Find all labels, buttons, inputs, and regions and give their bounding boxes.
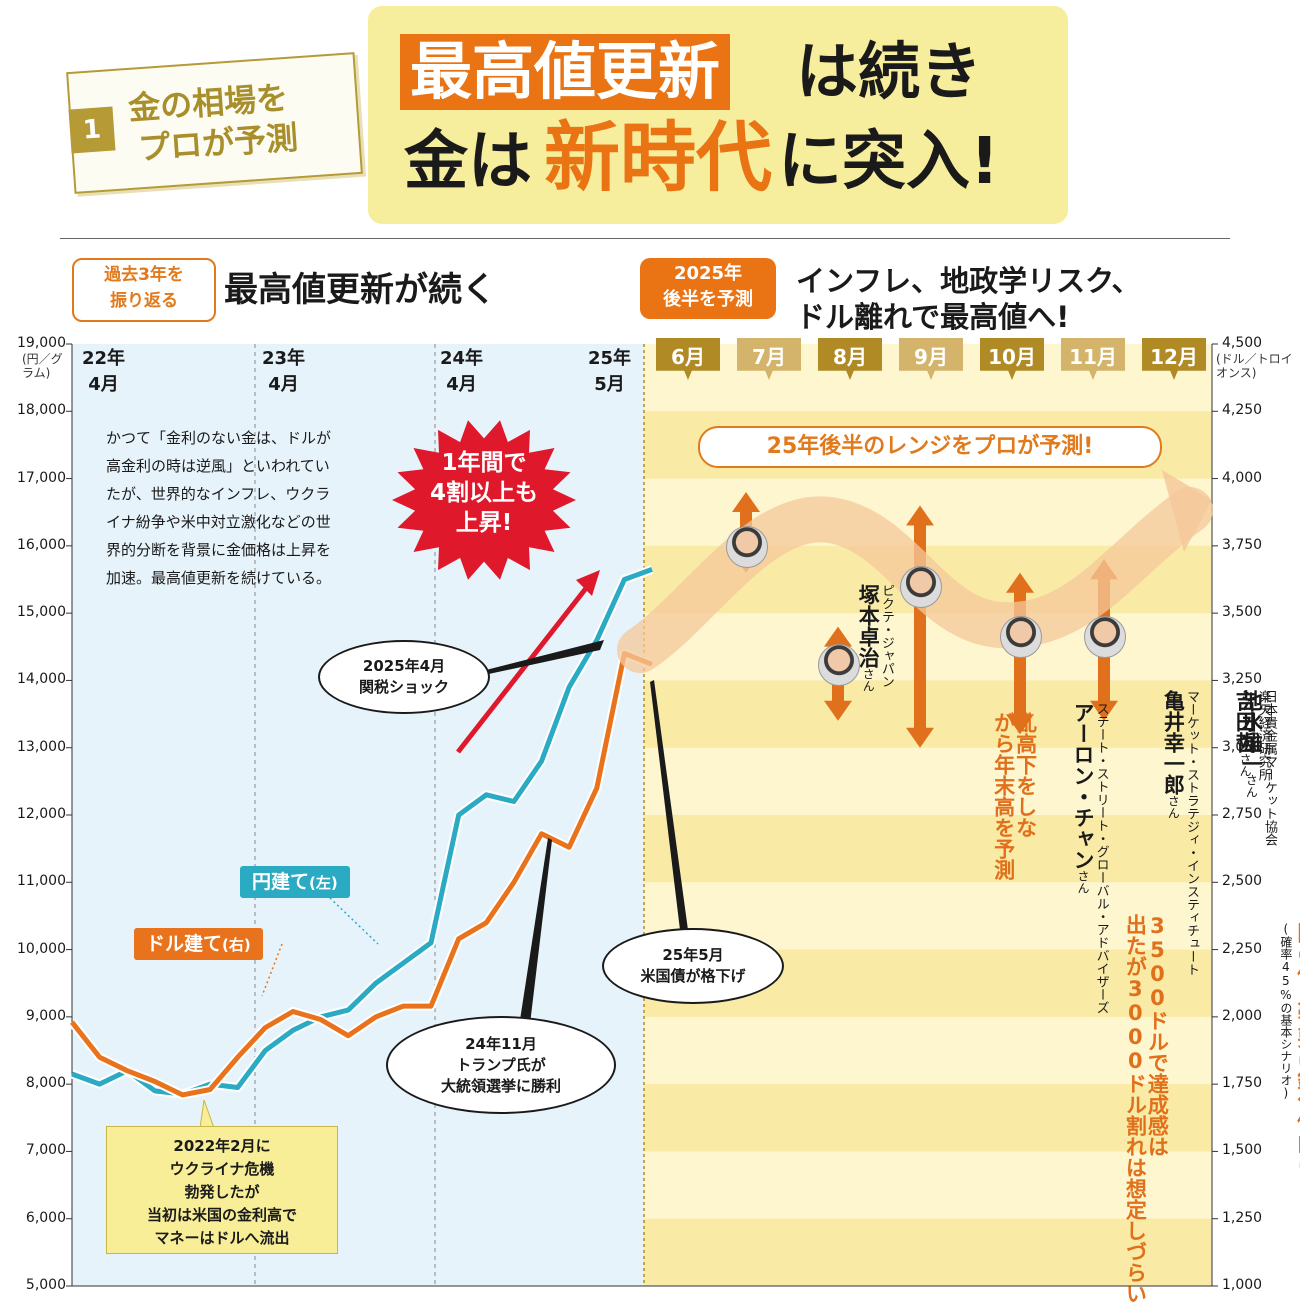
left-tick-label: 9,000: [4, 1008, 66, 1024]
trump-line: 大統領選挙に勝利: [441, 1076, 561, 1097]
left-tick-label: 17,000: [4, 470, 66, 486]
period-year: 24年: [440, 346, 483, 372]
expert-info: ピクテ・ジャパン塚本卓治さん: [706, 584, 893, 692]
period-month: 4月: [82, 372, 125, 398]
annotation-downgrade: 25年5月米国債が格下げ: [602, 928, 784, 1004]
left-tick-label: 12,000: [4, 806, 66, 822]
right-tick-label: 3,500: [1222, 604, 1262, 620]
legend-usd: ドル建て(右): [134, 928, 263, 960]
burst-text: 1年間で 4割以上も 上昇!: [418, 448, 550, 538]
intro-line: たが、世界的なインフレ、ウクラ: [106, 480, 406, 508]
downgrade-line: 米国債が格下げ: [640, 966, 745, 987]
annotation-ukraine: 2022年2月に ウクライナ危機 勃発したが 当初は米国の金利高で マネーはドル…: [106, 1126, 338, 1254]
burst-line: 4割以上も: [418, 478, 550, 508]
period-month: 4月: [440, 372, 483, 398]
trump-line: 24年11月: [441, 1034, 561, 1055]
expert-photo: [900, 566, 942, 608]
legend-usd-label: ドル建て: [146, 933, 222, 955]
left-axis-unit: (円／グラム): [22, 352, 74, 380]
expert-honorific: さん: [861, 668, 875, 692]
intro-line: イナ紛争や米中対立激化などの世: [106, 508, 406, 536]
expert-photo: [818, 644, 860, 686]
left-tick-label: 7,000: [4, 1142, 66, 1158]
expert-affiliation: 楽天経済研究所: [1256, 690, 1270, 781]
right-tick-label: 3,750: [1222, 537, 1262, 553]
expert-info: 楽天経済研究所吉田哲さん: [1064, 690, 1270, 781]
left-tick-label: 6,000: [4, 1210, 66, 1226]
right-tick-label: 3,250: [1222, 671, 1262, 687]
period-year: 22年: [82, 346, 125, 372]
left-tick-label: 11,000: [4, 873, 66, 889]
intro-text: かつて「金利のない金は、ドルが 高金利の時は逆風」といわれてい たが、世界的なイ…: [106, 424, 406, 592]
annotation-trump: 24年11月トランプ氏が大統領選挙に勝利: [386, 1016, 616, 1114]
right-axis-unit: (ドル／トロイオンス): [1216, 352, 1298, 380]
expert-prediction-block: 世界の分断などで金は長期上昇トレンドを維持: [1082, 834, 1300, 1128]
left-tick-label: 18,000: [4, 402, 66, 418]
expert-affiliation: ピクテ・ジャパン: [879, 584, 893, 688]
ukraine-line: 当初は米国の金利高で: [107, 1204, 337, 1227]
left-tick-label: 13,000: [4, 739, 66, 755]
legend-yen: 円建て(左): [240, 866, 350, 898]
annotation-tariff: 2025年4月関税ショック: [318, 640, 490, 714]
right-tick-label: 4,500: [1222, 335, 1262, 351]
trump-line: トランプ氏が: [441, 1055, 561, 1076]
left-tick-label: 16,000: [4, 537, 66, 553]
ukraine-line: マネーはドルへ流出: [107, 1227, 337, 1250]
intro-line: かつて「金利のない金は、ドルが: [106, 424, 406, 452]
tariff-line: 2025年4月: [359, 656, 449, 677]
left-tick-label: 14,000: [4, 671, 66, 687]
intro-line: 界的分断を背景に金価格は上昇を: [106, 536, 406, 564]
expert-name-text: 吉田哲: [1233, 690, 1257, 753]
expert-name: 吉田哲さん: [1234, 690, 1256, 777]
left-tick-label: 5,000: [4, 1277, 66, 1293]
ukraine-line: 2022年2月に: [107, 1135, 337, 1158]
intro-line: 高金利の時は逆風」といわれてい: [106, 452, 406, 480]
period-month: 4月: [262, 372, 305, 398]
expert-photo: [1084, 616, 1126, 658]
right-tick-label: 4,000: [1222, 470, 1262, 486]
left-tick-label: 15,000: [4, 604, 66, 620]
burst-line: 1年間で: [418, 448, 550, 478]
period-year: 23年: [262, 346, 305, 372]
ukraine-line: ウクライナ危機: [107, 1158, 337, 1181]
tariff-line: 関税ショック: [359, 677, 449, 698]
period-month: 5月: [588, 372, 631, 398]
ukraine-line: 勃発したが: [107, 1181, 337, 1204]
legend-usd-suffix: (右): [222, 936, 251, 954]
left-tick-label: 19,000: [4, 335, 66, 351]
burst-line: 上昇!: [418, 508, 550, 538]
right-tick-label: 4,250: [1222, 402, 1262, 418]
period-year: 25年: [588, 346, 631, 372]
left-tick-label: 8,000: [4, 1075, 66, 1091]
expert-honorific: さん: [1238, 753, 1252, 777]
range-banner: 25年後半のレンジをプロが予測!: [698, 426, 1162, 468]
left-tick-label: 10,000: [4, 941, 66, 957]
downgrade-line: 25年5月: [640, 945, 745, 966]
expert-photo: [1000, 616, 1042, 658]
expert-photo: [726, 526, 768, 568]
legend-yen-suffix: (左): [309, 874, 338, 892]
expert-name: 塚本卓治さん: [857, 584, 879, 692]
legend-yen-label: 円建て: [252, 871, 309, 893]
expert-name-text: 塚本卓治: [856, 584, 880, 668]
intro-line: 加速。最高値更新を続けている。: [106, 564, 406, 592]
right-tick-label: 1,000: [1222, 1277, 1262, 1293]
